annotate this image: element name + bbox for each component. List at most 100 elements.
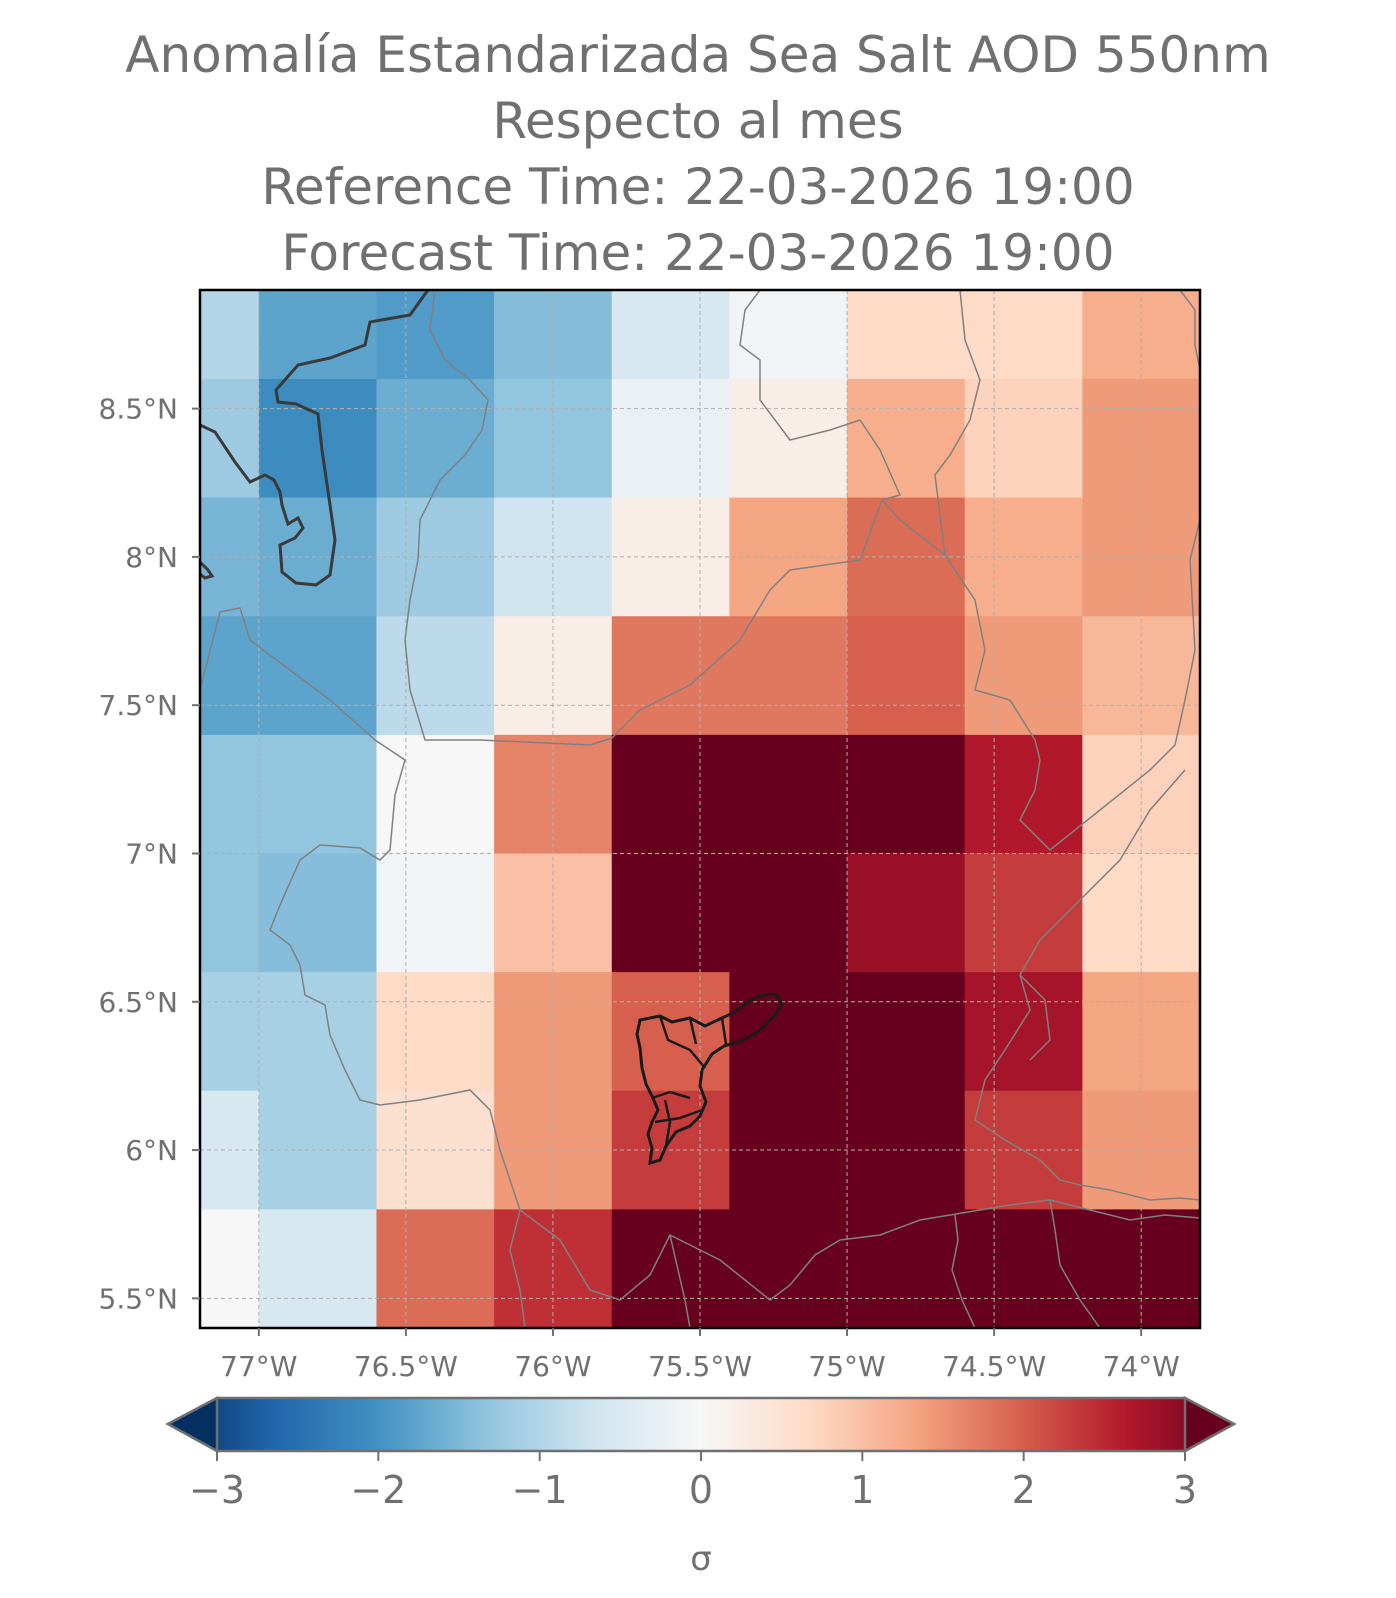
heatmap-cell bbox=[611, 378, 731, 499]
heatmap-cell bbox=[258, 1090, 378, 1210]
border-south-divider-1 bbox=[669, 1234, 691, 1328]
heatmap-cell bbox=[258, 290, 378, 380]
heatmap-cell bbox=[729, 616, 848, 736]
heatmap-cell bbox=[494, 972, 613, 1092]
border-north-east bbox=[611, 498, 1200, 852]
heatmap-cell bbox=[258, 972, 378, 1092]
heatmap-cell bbox=[964, 290, 1083, 380]
highlight-region-divisions bbox=[651, 1015, 728, 1147]
heatmap-cell bbox=[200, 290, 260, 380]
heatmap-cell bbox=[964, 734, 1083, 855]
colorbar-tick-label: −1 bbox=[512, 1468, 568, 1512]
heatmap-cell bbox=[1082, 972, 1200, 1092]
chart-title-line-1: Anomalía Estandarizada Sea Salt AOD 550n… bbox=[125, 26, 1271, 84]
heatmap-cell bbox=[200, 853, 260, 973]
heatmap-cell bbox=[611, 972, 731, 1092]
y-tick-label: 6°N bbox=[125, 1134, 178, 1167]
heatmap-cell bbox=[200, 616, 260, 736]
heatmap-cell bbox=[964, 1209, 1083, 1328]
border-south-divider-2 bbox=[951, 1214, 976, 1328]
heatmap-cell bbox=[847, 497, 966, 617]
heatmap-cell bbox=[964, 853, 1083, 973]
colorbar-label: σ bbox=[690, 1539, 712, 1579]
heatmap-cell bbox=[376, 290, 495, 380]
heatmap-cell bbox=[376, 378, 495, 499]
gridlines bbox=[200, 290, 1200, 1328]
colorbar-tick-label: 1 bbox=[850, 1468, 874, 1512]
heatmap-cell bbox=[258, 1209, 378, 1328]
heatmap-cell bbox=[200, 734, 260, 855]
x-tick-label: 76°W bbox=[514, 1350, 591, 1383]
border-top-right-edge bbox=[1179, 290, 1200, 371]
chart-title-line-2: Respecto al mes bbox=[492, 92, 904, 150]
border-south-inner bbox=[519, 1199, 1200, 1301]
y-axis-ticks: 5.5°N 6°N 6.5°N 7°N 7.5°N 8°N 8.5°N bbox=[99, 393, 200, 1315]
heatmap-cell bbox=[611, 290, 731, 380]
heatmap-cell bbox=[729, 734, 848, 855]
heatmap-cell bbox=[611, 734, 731, 855]
colorbar-tick-label: 2 bbox=[1012, 1468, 1036, 1512]
x-tick-label: 75.5°W bbox=[648, 1350, 752, 1383]
heatmap-cell bbox=[258, 734, 378, 855]
y-tick-label: 7°N bbox=[125, 837, 178, 870]
heatmap-cell bbox=[200, 378, 260, 499]
heatmap-cell bbox=[200, 1209, 260, 1328]
heatmap-cell bbox=[258, 616, 378, 736]
colorbar-tick-label: −3 bbox=[189, 1468, 245, 1512]
y-tick-label: 8°N bbox=[125, 541, 178, 574]
heatmap-cell bbox=[964, 616, 1083, 736]
heatmap-cell bbox=[729, 290, 848, 380]
heatmap-cell bbox=[494, 1209, 613, 1328]
heatmap-cell bbox=[847, 1090, 966, 1210]
heatmap-cell bbox=[847, 616, 966, 736]
colorbar-ticks: −3 −2 −1 0 1 2 3 bbox=[189, 1451, 1197, 1512]
colorbar-max-extension bbox=[1183, 1395, 1237, 1454]
heatmap-cell bbox=[376, 972, 495, 1092]
colorbar-tick-label: 0 bbox=[689, 1468, 713, 1512]
heatmap-cell bbox=[847, 734, 966, 855]
x-tick-label: 76.5°W bbox=[354, 1350, 458, 1383]
heatmap-cell bbox=[376, 853, 495, 973]
map-geography bbox=[200, 290, 1200, 1328]
heatmap-cell bbox=[258, 497, 378, 617]
heatmap-cell bbox=[611, 1209, 731, 1328]
heatmap-cell bbox=[376, 616, 495, 736]
colorbar-tick-label: −2 bbox=[350, 1468, 406, 1512]
x-tick-label: 75°W bbox=[808, 1350, 885, 1383]
heatmap-cell bbox=[258, 853, 378, 973]
heatmap-cell bbox=[847, 853, 966, 973]
border-north-right bbox=[934, 290, 981, 556]
heatmap-cell bbox=[847, 378, 966, 499]
highlight-region-outline bbox=[635, 992, 784, 1166]
heatmap-cell bbox=[200, 972, 260, 1092]
heatmap-cell bbox=[847, 290, 966, 380]
y-tick-label: 6.5°N bbox=[99, 986, 178, 1019]
colorbar-min-extension bbox=[165, 1395, 219, 1454]
border-north-west bbox=[404, 290, 613, 746]
heatmap-cell bbox=[964, 497, 1083, 617]
heatmap-cell bbox=[611, 616, 731, 736]
heatmap-cell bbox=[1082, 1209, 1200, 1328]
heatmap-cell bbox=[729, 1209, 848, 1328]
y-tick-label: 8.5°N bbox=[99, 393, 178, 426]
heatmap-cell bbox=[376, 1209, 495, 1328]
heatmap-cell bbox=[729, 853, 848, 973]
heatmap-cell bbox=[964, 378, 1083, 499]
border-east-lower bbox=[974, 769, 1200, 1201]
heatmap-cell bbox=[964, 972, 1083, 1092]
coastline-west-tip bbox=[200, 560, 215, 580]
heatmap-cell bbox=[847, 1209, 966, 1328]
x-tick-label: 74°W bbox=[1103, 1350, 1180, 1383]
colorbar-tick-label: 3 bbox=[1173, 1468, 1197, 1512]
chart-title-line-4: Forecast Time: 22-03-2026 19:00 bbox=[281, 224, 1115, 282]
colorbar-gradient bbox=[165, 1396, 1237, 1453]
coastline-urabá-gulf bbox=[200, 290, 430, 587]
heatmap-cell bbox=[729, 972, 848, 1092]
border-east-spur bbox=[1019, 974, 1051, 1061]
x-tick-label: 74.5°W bbox=[942, 1350, 1046, 1383]
heatmap-cell bbox=[847, 972, 966, 1092]
chart-title-line-3: Reference Time: 22-03-2026 19:00 bbox=[261, 158, 1135, 216]
x-tick-label: 77°W bbox=[220, 1350, 297, 1383]
colorbar: −3 −2 −1 0 1 2 3 σ bbox=[165, 1395, 1237, 1579]
